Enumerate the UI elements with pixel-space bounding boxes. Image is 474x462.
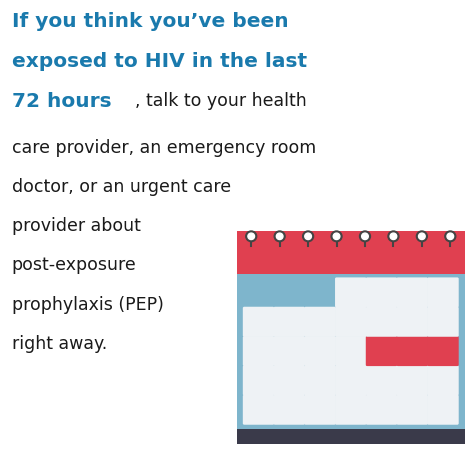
FancyBboxPatch shape bbox=[366, 336, 397, 366]
FancyBboxPatch shape bbox=[243, 395, 274, 425]
FancyBboxPatch shape bbox=[243, 307, 274, 337]
Text: exposed to HIV in the last: exposed to HIV in the last bbox=[12, 52, 307, 71]
Text: right away.: right away. bbox=[12, 335, 107, 353]
Text: provider about: provider about bbox=[12, 217, 141, 235]
FancyBboxPatch shape bbox=[237, 429, 465, 444]
Circle shape bbox=[388, 231, 399, 242]
FancyBboxPatch shape bbox=[366, 277, 397, 307]
FancyBboxPatch shape bbox=[335, 336, 366, 366]
FancyBboxPatch shape bbox=[237, 274, 465, 429]
FancyBboxPatch shape bbox=[427, 395, 459, 425]
FancyBboxPatch shape bbox=[397, 336, 428, 366]
FancyBboxPatch shape bbox=[243, 365, 274, 395]
Text: If you think you’ve been: If you think you’ve been bbox=[12, 12, 289, 30]
Circle shape bbox=[359, 231, 371, 242]
FancyBboxPatch shape bbox=[237, 231, 465, 274]
Circle shape bbox=[416, 231, 428, 242]
Circle shape bbox=[447, 233, 454, 240]
FancyBboxPatch shape bbox=[366, 395, 397, 425]
FancyBboxPatch shape bbox=[273, 307, 305, 337]
Circle shape bbox=[276, 233, 283, 240]
Circle shape bbox=[331, 231, 342, 242]
FancyBboxPatch shape bbox=[273, 395, 305, 425]
Text: 72 hours: 72 hours bbox=[12, 92, 111, 111]
Text: prophylaxis (PEP): prophylaxis (PEP) bbox=[12, 296, 164, 314]
Circle shape bbox=[248, 233, 255, 240]
FancyBboxPatch shape bbox=[304, 336, 336, 366]
FancyBboxPatch shape bbox=[304, 395, 336, 425]
FancyBboxPatch shape bbox=[427, 277, 459, 307]
FancyBboxPatch shape bbox=[427, 365, 459, 395]
Text: doctor, or an urgent care: doctor, or an urgent care bbox=[12, 178, 231, 196]
Circle shape bbox=[302, 231, 314, 242]
Circle shape bbox=[419, 233, 425, 240]
Circle shape bbox=[445, 231, 456, 242]
Text: care provider, an emergency room: care provider, an emergency room bbox=[12, 139, 316, 157]
FancyBboxPatch shape bbox=[427, 307, 459, 337]
FancyBboxPatch shape bbox=[304, 307, 336, 337]
FancyBboxPatch shape bbox=[335, 365, 366, 395]
FancyBboxPatch shape bbox=[273, 336, 305, 366]
Circle shape bbox=[305, 233, 311, 240]
FancyBboxPatch shape bbox=[397, 277, 428, 307]
Circle shape bbox=[246, 231, 257, 242]
FancyBboxPatch shape bbox=[366, 365, 397, 395]
Circle shape bbox=[390, 233, 397, 240]
FancyBboxPatch shape bbox=[243, 336, 274, 366]
FancyBboxPatch shape bbox=[335, 395, 366, 425]
FancyBboxPatch shape bbox=[397, 365, 428, 395]
Circle shape bbox=[362, 233, 368, 240]
FancyBboxPatch shape bbox=[273, 365, 305, 395]
Circle shape bbox=[274, 231, 285, 242]
FancyBboxPatch shape bbox=[397, 395, 428, 425]
Text: post-exposure: post-exposure bbox=[12, 256, 137, 274]
FancyBboxPatch shape bbox=[304, 365, 336, 395]
Text: , talk to your health: , talk to your health bbox=[135, 92, 307, 110]
FancyBboxPatch shape bbox=[335, 307, 366, 337]
FancyBboxPatch shape bbox=[397, 307, 428, 337]
Circle shape bbox=[333, 233, 340, 240]
FancyBboxPatch shape bbox=[427, 336, 459, 366]
FancyBboxPatch shape bbox=[335, 277, 366, 307]
FancyBboxPatch shape bbox=[366, 307, 397, 337]
